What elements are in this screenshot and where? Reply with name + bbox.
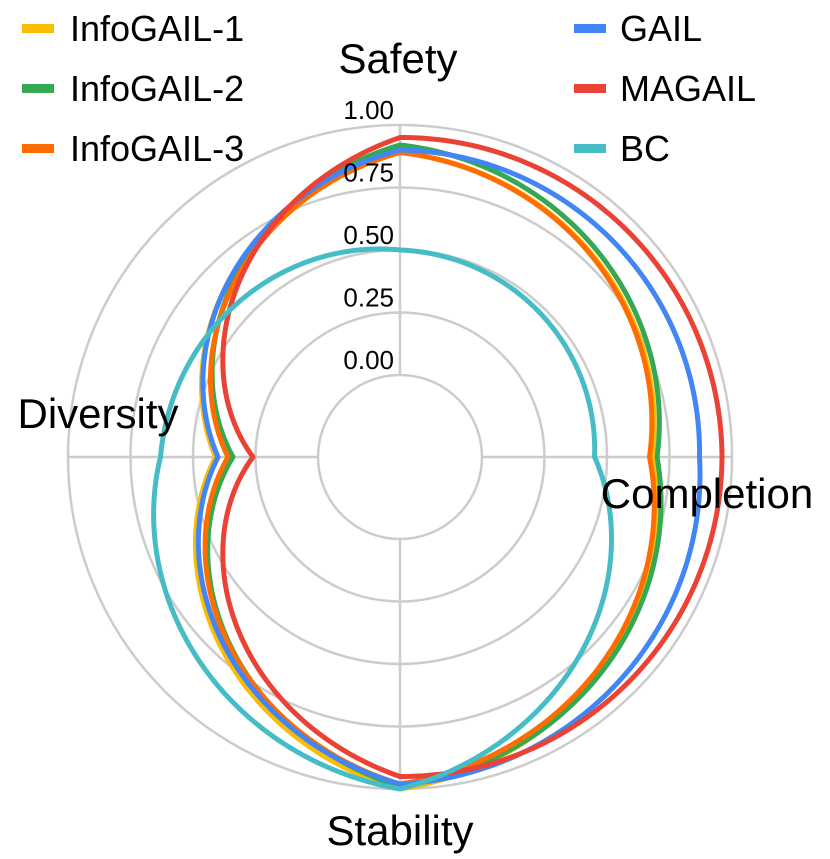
legend-swatch: [22, 24, 54, 33]
axis-label-safety: Safety: [338, 35, 457, 82]
tick-label: 0.75: [343, 158, 394, 188]
legend-swatch: [574, 144, 606, 153]
legend-swatch: [574, 24, 606, 33]
legend-label: MAGAIL: [620, 68, 756, 109]
axis-label-stability: Stability: [326, 807, 473, 854]
legend-swatch: [574, 84, 606, 93]
legend-label: InfoGAIL-3: [70, 128, 244, 169]
legend-swatch: [22, 144, 54, 153]
legend-label: BC: [620, 128, 670, 169]
tick-label: 0.50: [343, 220, 394, 250]
legend-label: InfoGAIL-2: [70, 68, 244, 109]
tick-label: 1.00: [343, 95, 394, 125]
tick-label: 0.25: [343, 283, 394, 313]
axis-label-diversity: Diversity: [17, 390, 178, 437]
series-line-gail: [195, 147, 703, 787]
legend-swatch: [22, 84, 54, 93]
series-line-bc: [151, 246, 615, 792]
axis-labels: Safety Completion Stability Diversity: [17, 35, 813, 854]
radial-tick-labels: 0.00 0.25 0.50 0.75 1.00: [343, 95, 394, 375]
legend: InfoGAIL-1 InfoGAIL-2 InfoGAIL-3 GAIL MAGAIL…: [22, 8, 756, 169]
series-line-magail: [220, 135, 725, 779]
radar-series: [151, 135, 725, 792]
legend-label: InfoGAIL-1: [70, 8, 244, 49]
axis-label-completion: Completion: [601, 470, 813, 517]
grid-circle: [316, 373, 484, 541]
tick-label: 0.00: [343, 345, 394, 375]
legend-label: GAIL: [620, 8, 702, 49]
radar-grid: [66, 123, 734, 791]
